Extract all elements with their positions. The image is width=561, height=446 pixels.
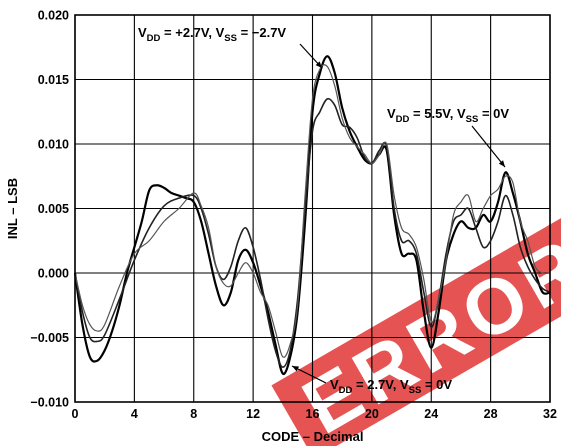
plot-frame bbox=[74, 14, 551, 403]
x-tick-labels: 0 4 8 12 16 20 24 28 32 bbox=[72, 407, 557, 421]
x-tick-label: 8 bbox=[190, 407, 197, 421]
x-tick-label: 0 bbox=[72, 407, 79, 421]
y-axis-label: INL – LSB bbox=[5, 178, 20, 239]
x-tick-label: 28 bbox=[484, 407, 498, 421]
x-tick-label: 32 bbox=[543, 407, 557, 421]
annotation-a3: VDD = 2.7V, VSS = 0V bbox=[330, 377, 452, 396]
x-tick-label: 4 bbox=[131, 407, 138, 421]
x-tick-label: 12 bbox=[246, 407, 260, 421]
x-tick-label: 24 bbox=[424, 407, 438, 421]
annotations: VDD = +2.7V, VSS = −2.7V VDD = 5.5V, VSS … bbox=[138, 25, 509, 396]
y-tick-labels: 0.020 0.015 0.010 0.005 0.000 −0.005 −0.010 bbox=[30, 9, 69, 410]
series-line-1 bbox=[73, 55, 551, 376]
y-tick-label: 0.005 bbox=[38, 202, 69, 216]
annotation-a1: VDD = +2.7V, VSS = −2.7V bbox=[138, 25, 286, 44]
y-tick-label: 0.015 bbox=[38, 73, 69, 87]
x-tick-label: 20 bbox=[365, 407, 379, 421]
y-tick-label: −0.005 bbox=[30, 331, 69, 345]
y-tick-label: 0.010 bbox=[38, 138, 69, 152]
annotation-arrowhead bbox=[315, 61, 322, 68]
annotation-a2: VDD = 5.5V, VSS = 0V bbox=[387, 106, 509, 125]
y-tick-label: −0.010 bbox=[30, 396, 69, 410]
annotation-arrow bbox=[471, 125, 506, 168]
series-group bbox=[73, 55, 551, 376]
annotation-arrowhead bbox=[292, 366, 299, 372]
x-axis-label: CODE – Decimal bbox=[262, 429, 364, 444]
y-tick-label: 0.000 bbox=[38, 267, 69, 281]
y-tick-label: 0.020 bbox=[38, 9, 69, 23]
x-tick-label: 16 bbox=[306, 407, 320, 421]
annotation-arrowhead bbox=[498, 160, 505, 167]
series-line-3 bbox=[74, 64, 551, 358]
